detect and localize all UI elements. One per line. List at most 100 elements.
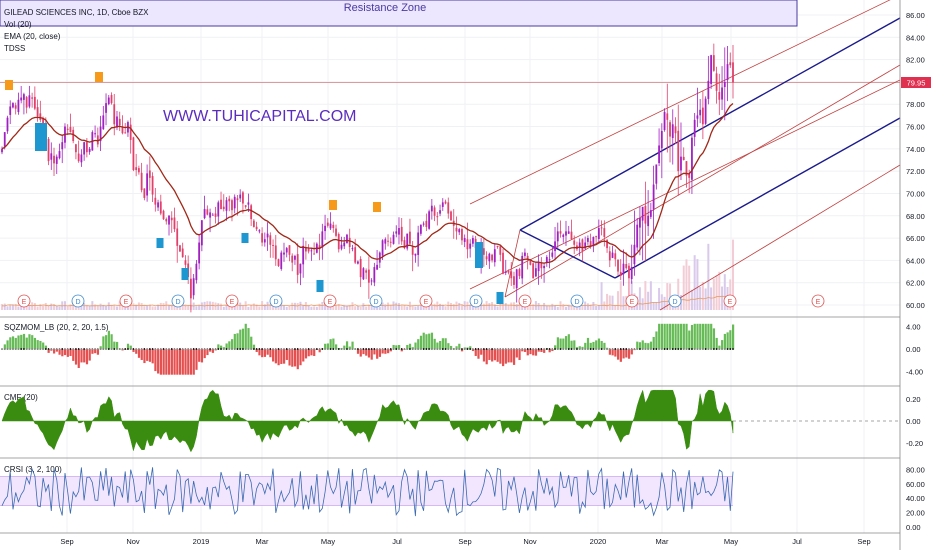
sqzmom-dot [677, 348, 679, 350]
sqzmom-dot [58, 348, 61, 350]
event-marker [323, 294, 337, 308]
candle-body [244, 205, 247, 207]
candle-body [565, 231, 567, 236]
candle-body [351, 248, 354, 250]
sqzmom-dot [376, 348, 378, 350]
sqzmom-bar [537, 349, 540, 352]
tdss-sell-marker [5, 80, 13, 90]
candle-body [14, 105, 17, 109]
candle-body [537, 262, 540, 272]
sqzmom-bar [400, 349, 403, 352]
sqzmom-bar [55, 349, 58, 352]
sqzmom-dot [20, 348, 22, 350]
volume-bar [502, 303, 505, 310]
candle-body [332, 224, 335, 229]
volume-bar [168, 305, 171, 310]
sqzmom-bar [176, 349, 179, 375]
sqzmom-dot [135, 348, 137, 350]
volume-bar [387, 302, 390, 310]
sub-tick-label: 60.00 [906, 480, 925, 489]
sqzmom-bar [647, 343, 650, 350]
volume-bar [66, 306, 69, 310]
volume-bar [157, 304, 160, 310]
sqzmom-bar [335, 344, 338, 350]
sqzmom-bar [381, 349, 384, 354]
candle-body [96, 135, 99, 145]
candle-body [691, 137, 693, 180]
sqzmom-dot [83, 348, 85, 350]
sqzmom-dot [644, 348, 647, 350]
sqzmom-dot [699, 348, 701, 350]
candle-body [455, 227, 458, 232]
sqzmom-bar [419, 335, 423, 350]
sqzmom-bar [296, 349, 299, 370]
volume-bar [507, 304, 510, 310]
event-marker [71, 294, 85, 308]
sqzmom-dot [406, 348, 408, 350]
candle-body [291, 255, 294, 263]
sqzmom-dot [411, 348, 414, 350]
volume-bar [586, 303, 589, 310]
candle-body [321, 231, 324, 248]
volume-bar [518, 304, 521, 310]
volume-bar [562, 303, 565, 310]
event-marker-label: D [672, 299, 677, 306]
sqzmom-bar [671, 323, 674, 350]
event-marker-label: E [728, 299, 733, 306]
price-tick-label: 62.00 [906, 279, 925, 288]
sqzmom-bar [184, 349, 187, 375]
volume-bar [181, 304, 184, 310]
resistance-zone [0, 0, 798, 27]
sqzmom-dot [255, 348, 258, 350]
volume-bar [3, 303, 6, 310]
sqzmom-dot [332, 348, 334, 350]
sqzmom-bar [154, 349, 157, 372]
event-marker [723, 294, 737, 308]
sqzmom-bar [710, 323, 713, 350]
sqzmom-title: SQZMOM_LB (20, 2, 20, 1.5) [4, 323, 109, 332]
event-marker-label: D [473, 299, 478, 306]
candle-body [9, 106, 12, 115]
candle-body [458, 229, 461, 233]
sqzmom-dot [162, 348, 165, 350]
sqzmom-bar [140, 349, 143, 360]
event-marker-label: D [75, 299, 80, 306]
volume-bar [622, 296, 625, 310]
sqzmom-bar [365, 349, 368, 356]
sqzmom-bar [504, 349, 507, 364]
candle-body [192, 278, 195, 296]
volume-bar [307, 305, 310, 310]
sqzmom-bar [707, 323, 710, 350]
volume-bar [600, 282, 603, 310]
volume-bar [545, 305, 548, 310]
indicator-vol: Vol (20) [4, 20, 32, 29]
sqzmom-bar [589, 342, 592, 350]
volume-bar [211, 301, 214, 310]
price-tick-label: 66.00 [906, 234, 925, 243]
candle-body [723, 81, 726, 88]
volume-bar [351, 302, 354, 310]
volume-bar [250, 304, 253, 310]
volume-bar [274, 306, 277, 310]
sqzmom-bar [721, 340, 724, 350]
sqzmom-bar [712, 328, 716, 350]
volume-bar [137, 302, 140, 310]
volume-bar [693, 255, 696, 310]
candle-body [302, 245, 305, 265]
sqzmom-bar [471, 349, 475, 352]
candle-body [606, 239, 608, 249]
sqzmom-dot [288, 348, 291, 350]
volume-bar [282, 305, 285, 310]
candle-body [400, 226, 403, 242]
volume-bar [258, 306, 261, 310]
sqzmom-bar [91, 349, 94, 354]
candle-body [411, 246, 414, 255]
volume-bar [187, 305, 190, 310]
sqzmom-bar [502, 349, 505, 367]
candle-body [403, 240, 406, 249]
sqzmom-bar [157, 349, 160, 374]
candle-body [466, 239, 469, 250]
candle-body [639, 218, 641, 228]
sqzmom-bar [345, 341, 349, 350]
